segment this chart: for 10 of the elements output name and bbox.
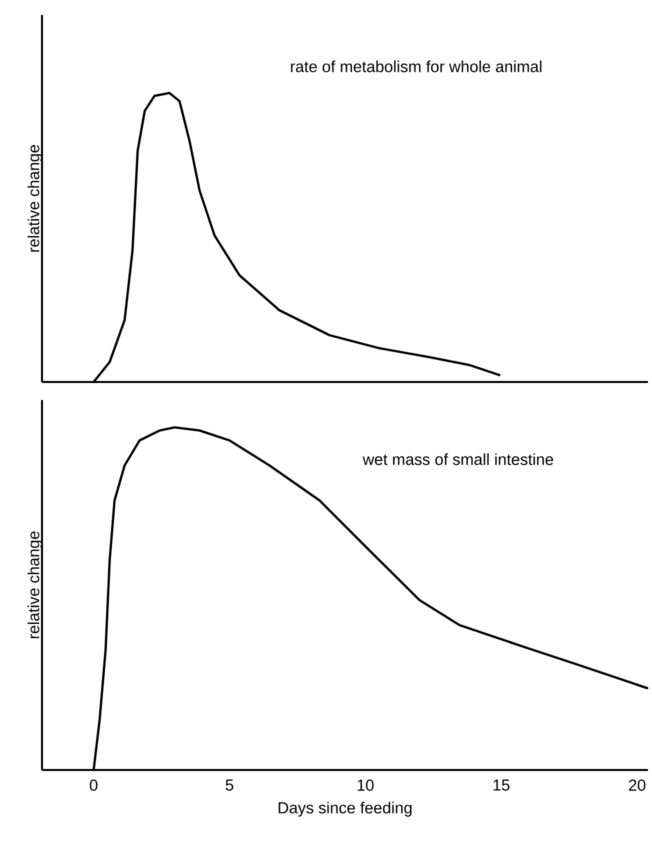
x-tick-label: 0 <box>90 780 98 791</box>
text: rate of metabolism for whole animal <box>290 60 542 72</box>
text: wet mass of small intestine <box>362 453 554 466</box>
y-axis-title: relative change <box>28 531 42 638</box>
x-tick-label: 20 <box>629 780 646 791</box>
x-tick-label: 5 <box>226 780 234 791</box>
x-tick-label: 15 <box>494 780 510 791</box>
x-axis-title: Days since feeding <box>278 802 412 817</box>
x-tick-label: 10 <box>358 780 374 791</box>
y-axis-title: relative change <box>28 144 42 252</box>
